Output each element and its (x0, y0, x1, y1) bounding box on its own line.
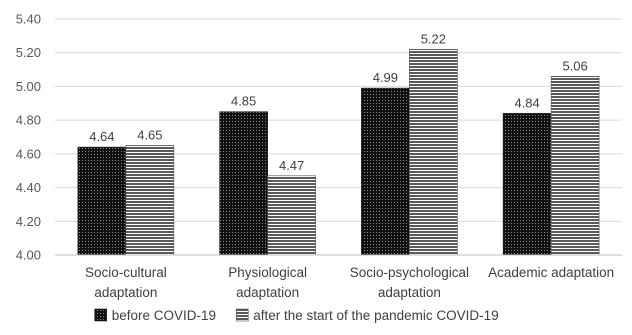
x-axis: Socio-cultural adaptation Physiological ada… (55, 254, 622, 300)
y-tick-label: 4.20 (16, 214, 41, 229)
y-tick-label: 5.00 (16, 79, 41, 94)
bar (267, 175, 316, 256)
legend-label: before COVID-19 (112, 308, 216, 323)
bar (550, 76, 600, 256)
category-label: adaptation (236, 285, 299, 300)
category-label: Socio-cultural (85, 265, 167, 280)
data-label: 4.64 (89, 129, 114, 144)
category-label: Socio-psychological (350, 265, 469, 280)
y-tick-label: 4.00 (16, 248, 41, 263)
bar (77, 146, 127, 256)
data-label: 4.85 (231, 94, 256, 109)
legend-label: after the start of the pandemic COVID-19 (253, 308, 498, 323)
legend: before COVID-19 after the start of the pa… (94, 308, 499, 323)
bar (409, 49, 458, 256)
legend-swatch (235, 308, 249, 322)
bar (502, 113, 552, 256)
data-label: 5.22 (421, 31, 446, 46)
y-tick-label: 4.60 (16, 146, 41, 161)
legend-swatch (94, 308, 108, 322)
category-label: adaptation (378, 285, 441, 300)
data-label: 4.65 (137, 127, 162, 142)
data-label: 4.84 (514, 95, 539, 110)
y-tick-label: 5.20 (16, 45, 41, 60)
category-label: Academic adaptation (488, 265, 614, 280)
data-label: 5.06 (562, 58, 587, 73)
bar (361, 87, 410, 256)
bar (219, 111, 268, 256)
data-label: 4.47 (279, 158, 304, 173)
category-label: Physiological (228, 265, 307, 280)
bar (125, 145, 175, 256)
data-label: 4.99 (373, 70, 398, 85)
bars: 4.64 4.65 4.85 4.47 4.99 5.22 4.84 5.06 (77, 31, 600, 256)
y-tick-label: 4.80 (16, 113, 41, 128)
y-axis: 4.00 4.20 4.40 4.60 4.80 5.00 5.20 5.40 (16, 12, 41, 263)
y-tick-label: 5.40 (16, 12, 41, 27)
category-label: adaptation (94, 285, 157, 300)
y-tick-label: 4.40 (16, 180, 41, 195)
